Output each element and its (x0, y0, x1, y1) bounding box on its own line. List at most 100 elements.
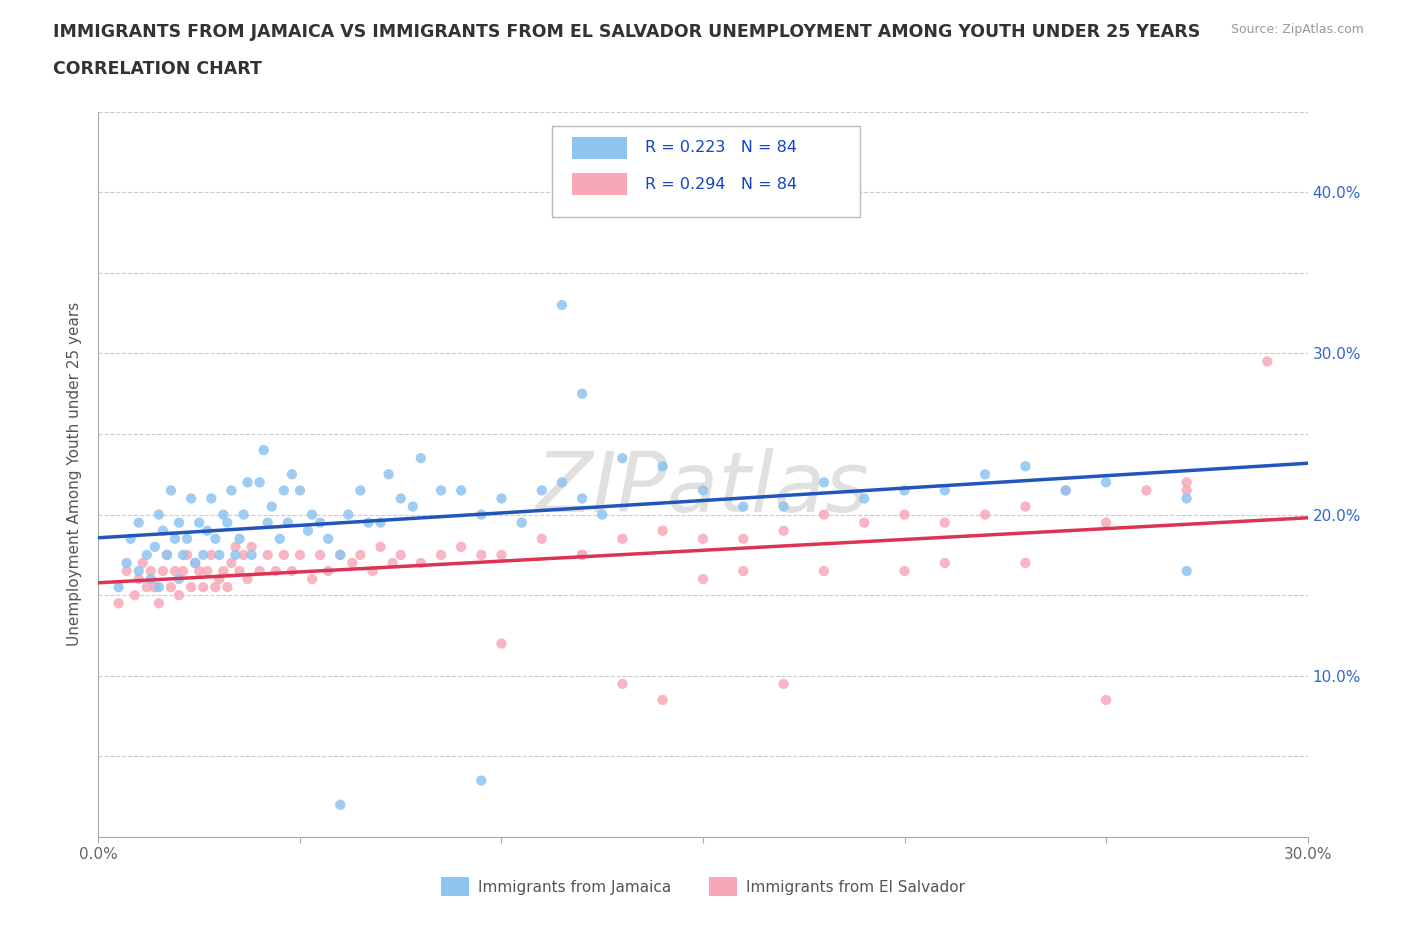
Y-axis label: Unemployment Among Youth under 25 years: Unemployment Among Youth under 25 years (67, 302, 83, 646)
Point (160, 483, 183, 498)
Point (288, 548, 311, 563)
Point (148, 596, 170, 611)
Point (853, 515, 876, 530)
Point (195, 524, 218, 538)
Point (692, 483, 714, 498)
Point (1256, 354, 1278, 369)
Point (357, 515, 380, 530)
Point (120, 531, 142, 546)
Point (591, 507, 613, 522)
Point (143, 579, 166, 594)
Point (934, 555, 956, 570)
Point (228, 564, 250, 578)
Point (232, 548, 254, 563)
Point (228, 531, 250, 546)
Point (200, 491, 222, 506)
Point (651, 458, 673, 473)
Point (1175, 483, 1198, 498)
Point (184, 555, 207, 570)
Point (612, 676, 634, 691)
Point (273, 483, 295, 498)
Point (370, 539, 392, 554)
Point (172, 564, 194, 578)
Point (232, 507, 254, 522)
Point (571, 386, 593, 401)
Point (551, 475, 574, 490)
Point (450, 539, 472, 554)
Point (470, 507, 492, 522)
Point (297, 524, 319, 538)
Point (571, 491, 593, 506)
Point (176, 531, 198, 546)
Point (309, 548, 332, 563)
Point (389, 548, 412, 563)
Point (450, 483, 472, 498)
Point (200, 548, 222, 563)
Point (135, 579, 157, 594)
Point (208, 548, 231, 563)
Point (240, 548, 263, 563)
Point (329, 548, 352, 563)
Point (217, 515, 239, 530)
Point (208, 572, 231, 587)
Point (510, 515, 533, 530)
Point (184, 555, 207, 570)
Point (733, 531, 755, 546)
Point (1054, 483, 1077, 498)
Text: ZIPatlas: ZIPatlas (536, 448, 870, 529)
Point (430, 483, 453, 498)
FancyBboxPatch shape (551, 126, 860, 217)
Point (409, 451, 432, 466)
Point (253, 443, 276, 458)
Point (256, 548, 278, 563)
Point (342, 555, 364, 570)
Point (1175, 491, 1198, 506)
Point (156, 548, 179, 563)
Point (212, 507, 235, 522)
Point (288, 483, 311, 498)
Point (316, 564, 339, 578)
Point (212, 564, 235, 578)
Point (470, 773, 492, 788)
Point (1135, 483, 1157, 498)
Point (128, 515, 150, 530)
Point (772, 524, 794, 538)
Point (128, 564, 150, 578)
Point (893, 507, 915, 522)
Point (107, 596, 129, 611)
Point (195, 564, 218, 578)
Point (148, 579, 170, 594)
Point (491, 636, 513, 651)
Point (204, 531, 226, 546)
Point (337, 507, 360, 522)
Point (156, 548, 179, 563)
Point (733, 499, 755, 514)
Point (470, 548, 492, 563)
Point (204, 579, 226, 594)
FancyBboxPatch shape (572, 173, 627, 195)
Point (1014, 555, 1036, 570)
Point (530, 483, 553, 498)
Point (163, 531, 186, 546)
Point (188, 564, 211, 578)
Point (692, 572, 714, 587)
Point (733, 564, 755, 578)
Point (551, 298, 574, 312)
Point (167, 515, 190, 530)
Point (249, 564, 271, 578)
Point (692, 531, 714, 546)
Point (571, 548, 593, 563)
Point (1014, 499, 1036, 514)
Point (813, 564, 835, 578)
Point (249, 475, 271, 490)
Point (309, 515, 332, 530)
Point (139, 572, 162, 587)
Text: IMMIGRANTS FROM JAMAICA VS IMMIGRANTS FROM EL SALVADOR UNEMPLOYMENT AMONG YOUTH : IMMIGRANTS FROM JAMAICA VS IMMIGRANTS FR… (53, 23, 1201, 41)
Point (853, 491, 876, 506)
Point (974, 467, 997, 482)
Point (301, 572, 323, 587)
Point (135, 548, 157, 563)
Point (491, 548, 513, 563)
Point (139, 564, 162, 578)
Point (491, 491, 513, 506)
